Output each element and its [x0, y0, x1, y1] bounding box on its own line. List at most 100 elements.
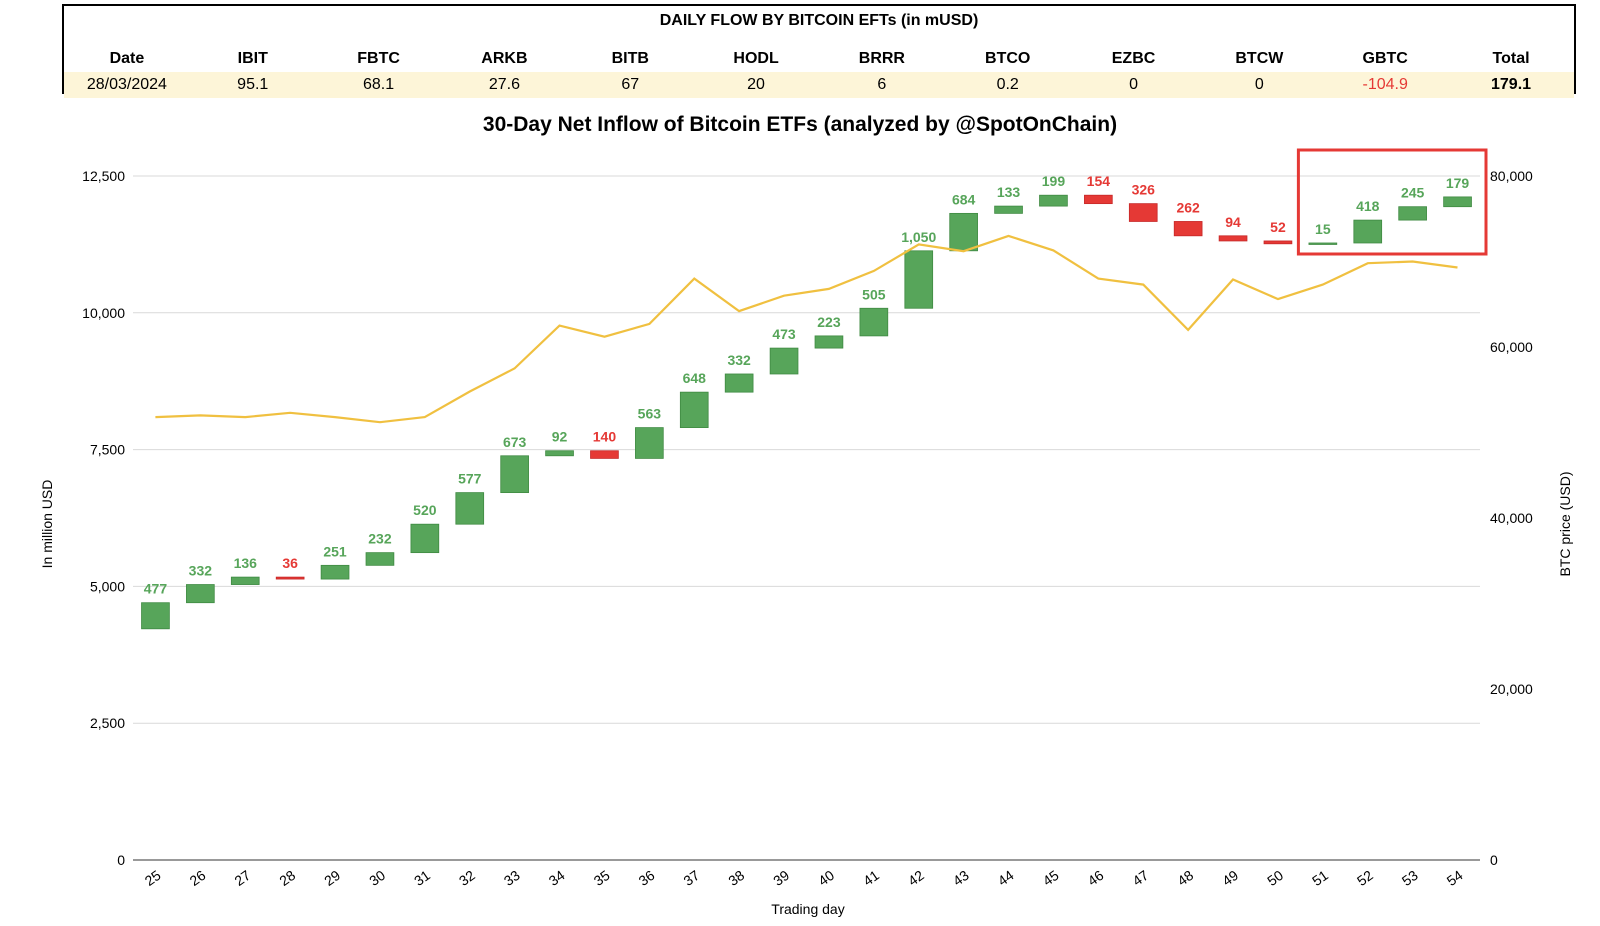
x-tick-label: 27 — [231, 867, 253, 889]
table-header-row: Date IBIT FBTC ARKB BITB HODL BRRR BTCO … — [64, 46, 1574, 72]
flow-data-label: 332 — [189, 563, 213, 579]
x-tick-label: 26 — [187, 867, 209, 889]
flow-data-label: 92 — [552, 429, 568, 445]
flow-data-label: 673 — [503, 434, 527, 450]
flow-data-label: 232 — [368, 531, 392, 547]
x-tick-label: 31 — [411, 867, 433, 889]
header-arkb: ARKB — [481, 50, 528, 67]
flow-bar — [410, 523, 440, 554]
y-tick-label: 12,500 — [82, 168, 125, 184]
flow-bar — [724, 373, 754, 393]
flow-data-label: 245 — [1401, 185, 1425, 201]
flow-data-label: 473 — [772, 326, 796, 342]
value-date: 28/03/2024 — [86, 76, 167, 93]
highlight-box — [1296, 148, 1488, 256]
flow-bar — [994, 205, 1023, 214]
x-tick-label: 45 — [1040, 867, 1062, 889]
header-date: Date — [109, 50, 145, 67]
flow-bar — [859, 307, 889, 337]
y-tick-label: 0 — [117, 852, 125, 868]
table-value-row: 28/03/2024 95.1 68.1 27.6 67 20 6 0.2 0 … — [64, 72, 1574, 98]
flow-bar — [1084, 194, 1113, 205]
flow-data-label: 563 — [638, 406, 662, 422]
flow-bar — [949, 212, 978, 252]
flow-data-label: 577 — [458, 471, 482, 487]
header-btco: BTCO — [985, 50, 1031, 67]
value-bitb: 67 — [621, 76, 640, 93]
flow-bar — [904, 250, 934, 309]
header-btcw: BTCW — [1235, 50, 1284, 67]
flow-bar — [1218, 235, 1248, 242]
header-total: Total — [1492, 50, 1530, 67]
flow-bar — [679, 391, 709, 429]
flow-bar — [1398, 206, 1427, 221]
flow-data-label: 262 — [1176, 199, 1200, 215]
y-tick-label: 10,000 — [82, 305, 125, 321]
flow-data-label: 154 — [1087, 173, 1111, 189]
flow-data-label: 477 — [144, 581, 168, 597]
header-bitb: BITB — [611, 50, 649, 67]
x-tick-label: 36 — [636, 867, 658, 889]
y-tick-label: 7,500 — [90, 442, 125, 458]
flow-bar — [500, 455, 529, 494]
value-btcw: 0 — [1254, 76, 1264, 93]
x-tick-label: 34 — [546, 867, 568, 889]
flow-bar — [1173, 221, 1203, 237]
x-tick-label: 41 — [860, 867, 882, 889]
x-tick-label: 49 — [1219, 867, 1241, 889]
y2-tick-label: 20,000 — [1490, 681, 1533, 697]
x-tick-label: 46 — [1085, 867, 1107, 889]
flow-bar — [455, 492, 485, 525]
flow-data-label: 179 — [1446, 175, 1470, 191]
flow-bar — [1039, 194, 1068, 207]
header-fbtc: FBTC — [357, 50, 400, 67]
flow-data-label: 199 — [1042, 173, 1066, 189]
x-tick-label: 39 — [770, 867, 792, 889]
x-tick-label: 38 — [725, 867, 747, 889]
x-tick-label: 28 — [276, 867, 298, 889]
flow-data-label: 15 — [1315, 221, 1331, 237]
table-title: DAILY FLOW BY BITCOIN EFTs (in mUSD) — [659, 12, 979, 29]
flow-data-label: 332 — [727, 352, 751, 368]
btc-price-line — [155, 234, 1458, 424]
x-tick-label: 52 — [1354, 867, 1376, 889]
value-brrr: 6 — [877, 76, 887, 93]
flow-data-label: 52 — [1270, 219, 1286, 235]
flow-bar — [545, 450, 574, 457]
y-axis-label: In million USD — [39, 480, 55, 569]
x-tick-label: 35 — [591, 867, 613, 889]
header-ezbc: EZBC — [1111, 50, 1156, 67]
x-tick-label: 33 — [501, 867, 523, 889]
x-tick-label: 44 — [995, 867, 1017, 889]
header-hodl: HODL — [733, 50, 779, 67]
flow-data-label: 36 — [282, 555, 298, 571]
value-ezbc: 0 — [1129, 76, 1138, 93]
value-hodl: 20 — [747, 76, 765, 93]
y2-tick-label: 40,000 — [1490, 510, 1533, 526]
flow-bar — [186, 584, 215, 604]
y2-tick-label: 0 — [1490, 852, 1498, 868]
flow-bar — [275, 576, 305, 580]
flow-data-label: 418 — [1356, 198, 1380, 214]
value-fbtc: 68.1 — [363, 76, 395, 93]
y2-tick-label: 80,000 — [1490, 168, 1533, 184]
value-ibit: 95.1 — [237, 76, 269, 93]
flow-bar — [141, 602, 170, 630]
flow-data-label: 326 — [1132, 182, 1156, 198]
value-arkb: 27.6 — [488, 76, 520, 93]
flow-bar — [1443, 196, 1472, 208]
flow-bar — [230, 576, 260, 585]
x-tick-label: 48 — [1174, 867, 1196, 889]
x-tick-label: 54 — [1444, 867, 1466, 889]
x-tick-label: 25 — [142, 867, 164, 889]
flow-bar — [814, 335, 844, 349]
flow-bar — [365, 552, 395, 566]
x-tick-label: 29 — [321, 867, 343, 889]
x-tick-label: 30 — [366, 867, 388, 889]
x-tick-label: 37 — [680, 867, 702, 889]
x-tick-label: 42 — [905, 867, 927, 889]
flow-bar — [1308, 242, 1338, 245]
flow-bar — [1263, 240, 1293, 245]
value-gbtc: -104.9 — [1362, 76, 1408, 93]
flow-bar — [1128, 203, 1158, 222]
